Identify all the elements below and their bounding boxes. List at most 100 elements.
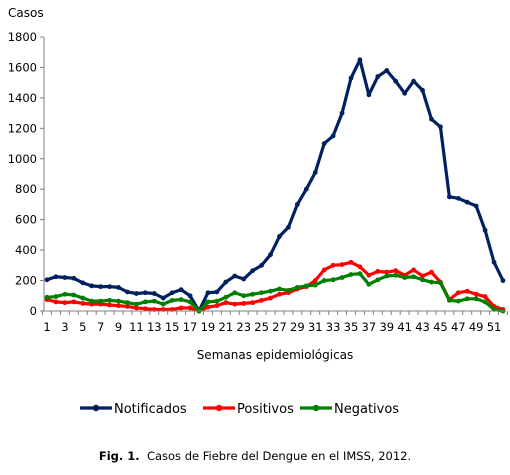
data-point-notificados xyxy=(348,75,354,81)
data-point-negativos xyxy=(80,295,86,301)
figure-label: Fig. 1. xyxy=(98,449,140,463)
y-tick-label: 0 xyxy=(30,304,37,318)
legend-marker xyxy=(312,404,320,412)
x-tick-label: 41 xyxy=(397,320,412,334)
data-point-notificados xyxy=(151,291,157,296)
data-point-negativos xyxy=(169,297,175,303)
data-point-notificados xyxy=(339,110,345,116)
data-point-notificados xyxy=(98,284,104,290)
data-point-positivos xyxy=(241,300,247,306)
data-point-notificados xyxy=(286,224,291,230)
chart-legend: Notificados Positivos Negativos xyxy=(80,402,399,417)
x-tick-label: 51 xyxy=(487,320,502,334)
legend-item-negativos: Negativos xyxy=(300,402,399,417)
data-point-negativos xyxy=(98,298,104,304)
data-point-negativos xyxy=(107,297,112,303)
data-point-negativos xyxy=(411,274,416,280)
data-point-positivos xyxy=(142,306,148,312)
data-point-negativos xyxy=(393,272,399,278)
data-point-notificados xyxy=(178,287,184,293)
data-point-notificados xyxy=(500,278,506,283)
data-point-notificados xyxy=(62,275,68,280)
data-point-positivos xyxy=(482,294,488,299)
data-point-notificados xyxy=(125,289,130,295)
x-tick-label: 7 xyxy=(97,320,104,334)
x-tick-label: 45 xyxy=(433,320,448,334)
data-point-notificados xyxy=(321,141,327,146)
data-point-notificados xyxy=(429,116,434,122)
data-point-notificados xyxy=(411,78,416,84)
x-tick-label: 15 xyxy=(165,320,180,334)
data-point-positivos xyxy=(473,291,479,297)
figure-caption: Fig. 1. Casos de Fiebre del Dengue en el… xyxy=(0,449,510,463)
data-point-notificados xyxy=(312,170,318,175)
data-point-notificados xyxy=(142,290,148,296)
data-point-negativos xyxy=(259,290,264,296)
x-tick-label: 11 xyxy=(129,320,144,334)
x-tick-label: 31 xyxy=(308,320,323,334)
data-point-negativos xyxy=(44,294,50,300)
x-tick-label: 23 xyxy=(236,320,251,334)
data-point-notificados xyxy=(223,279,229,285)
data-point-positivos xyxy=(455,290,461,296)
data-point-positivos xyxy=(187,305,193,311)
series-line-notificados xyxy=(46,58,505,313)
x-tick-label: 17 xyxy=(183,320,198,334)
data-point-negativos xyxy=(438,280,443,286)
figure-caption-text: Casos de Fiebre del Dengue en el IMSS, 2… xyxy=(146,449,412,463)
x-tick-label: 21 xyxy=(219,320,234,334)
data-point-notificados xyxy=(375,74,381,79)
data-point-notificados xyxy=(232,273,238,279)
data-point-notificados xyxy=(71,275,77,281)
legend-label: Positivos xyxy=(237,402,294,417)
data-point-notificados xyxy=(277,234,282,239)
data-point-notificados xyxy=(473,203,479,209)
data-point-positivos xyxy=(71,299,77,305)
y-tick-label: 600 xyxy=(15,213,37,227)
data-point-negativos xyxy=(223,294,229,300)
x-tick-label: 19 xyxy=(201,320,216,334)
data-point-notificados xyxy=(187,293,193,299)
data-point-negativos xyxy=(142,299,148,305)
data-point-notificados xyxy=(80,280,86,286)
data-point-notificados xyxy=(384,68,390,73)
data-point-negativos xyxy=(303,283,309,289)
data-point-notificados xyxy=(116,285,121,290)
data-point-negativos xyxy=(286,288,291,293)
x-tick-label: 33 xyxy=(326,320,341,334)
data-point-positivos xyxy=(330,262,336,268)
data-point-negativos xyxy=(375,277,381,283)
x-tick-label: 25 xyxy=(254,320,269,334)
data-point-negativos xyxy=(348,272,354,277)
data-point-positivos xyxy=(464,288,470,294)
data-point-negativos xyxy=(464,296,470,302)
y-tick-label: 200 xyxy=(15,274,37,288)
data-point-positivos xyxy=(205,304,211,310)
data-point-notificados xyxy=(107,284,112,290)
series-line-positivos xyxy=(46,260,504,313)
data-point-positivos xyxy=(268,295,273,301)
data-point-notificados xyxy=(420,87,425,93)
data-point-negativos xyxy=(53,294,59,299)
data-point-notificados xyxy=(250,268,256,274)
data-point-positivos xyxy=(116,303,121,309)
data-point-positivos xyxy=(53,299,59,305)
x-tick-label: 39 xyxy=(379,320,394,334)
data-point-negativos xyxy=(62,291,68,297)
series-lines xyxy=(44,57,506,314)
data-point-negativos xyxy=(277,286,282,292)
x-tick-label: 37 xyxy=(362,320,377,334)
data-point-notificados xyxy=(357,57,363,63)
data-point-notificados xyxy=(53,274,59,280)
data-point-negativos xyxy=(366,281,372,287)
data-point-notificados xyxy=(294,202,300,207)
data-point-negativos xyxy=(473,296,479,302)
x-tick-label: 5 xyxy=(79,320,86,334)
x-tick-label: 1 xyxy=(43,320,50,334)
data-point-notificados xyxy=(214,289,220,295)
data-point-notificados xyxy=(446,194,452,200)
y-tick-label: 1000 xyxy=(8,152,37,166)
data-point-notificados xyxy=(205,290,211,296)
data-point-positivos xyxy=(348,259,354,265)
data-point-negativos xyxy=(321,278,327,283)
